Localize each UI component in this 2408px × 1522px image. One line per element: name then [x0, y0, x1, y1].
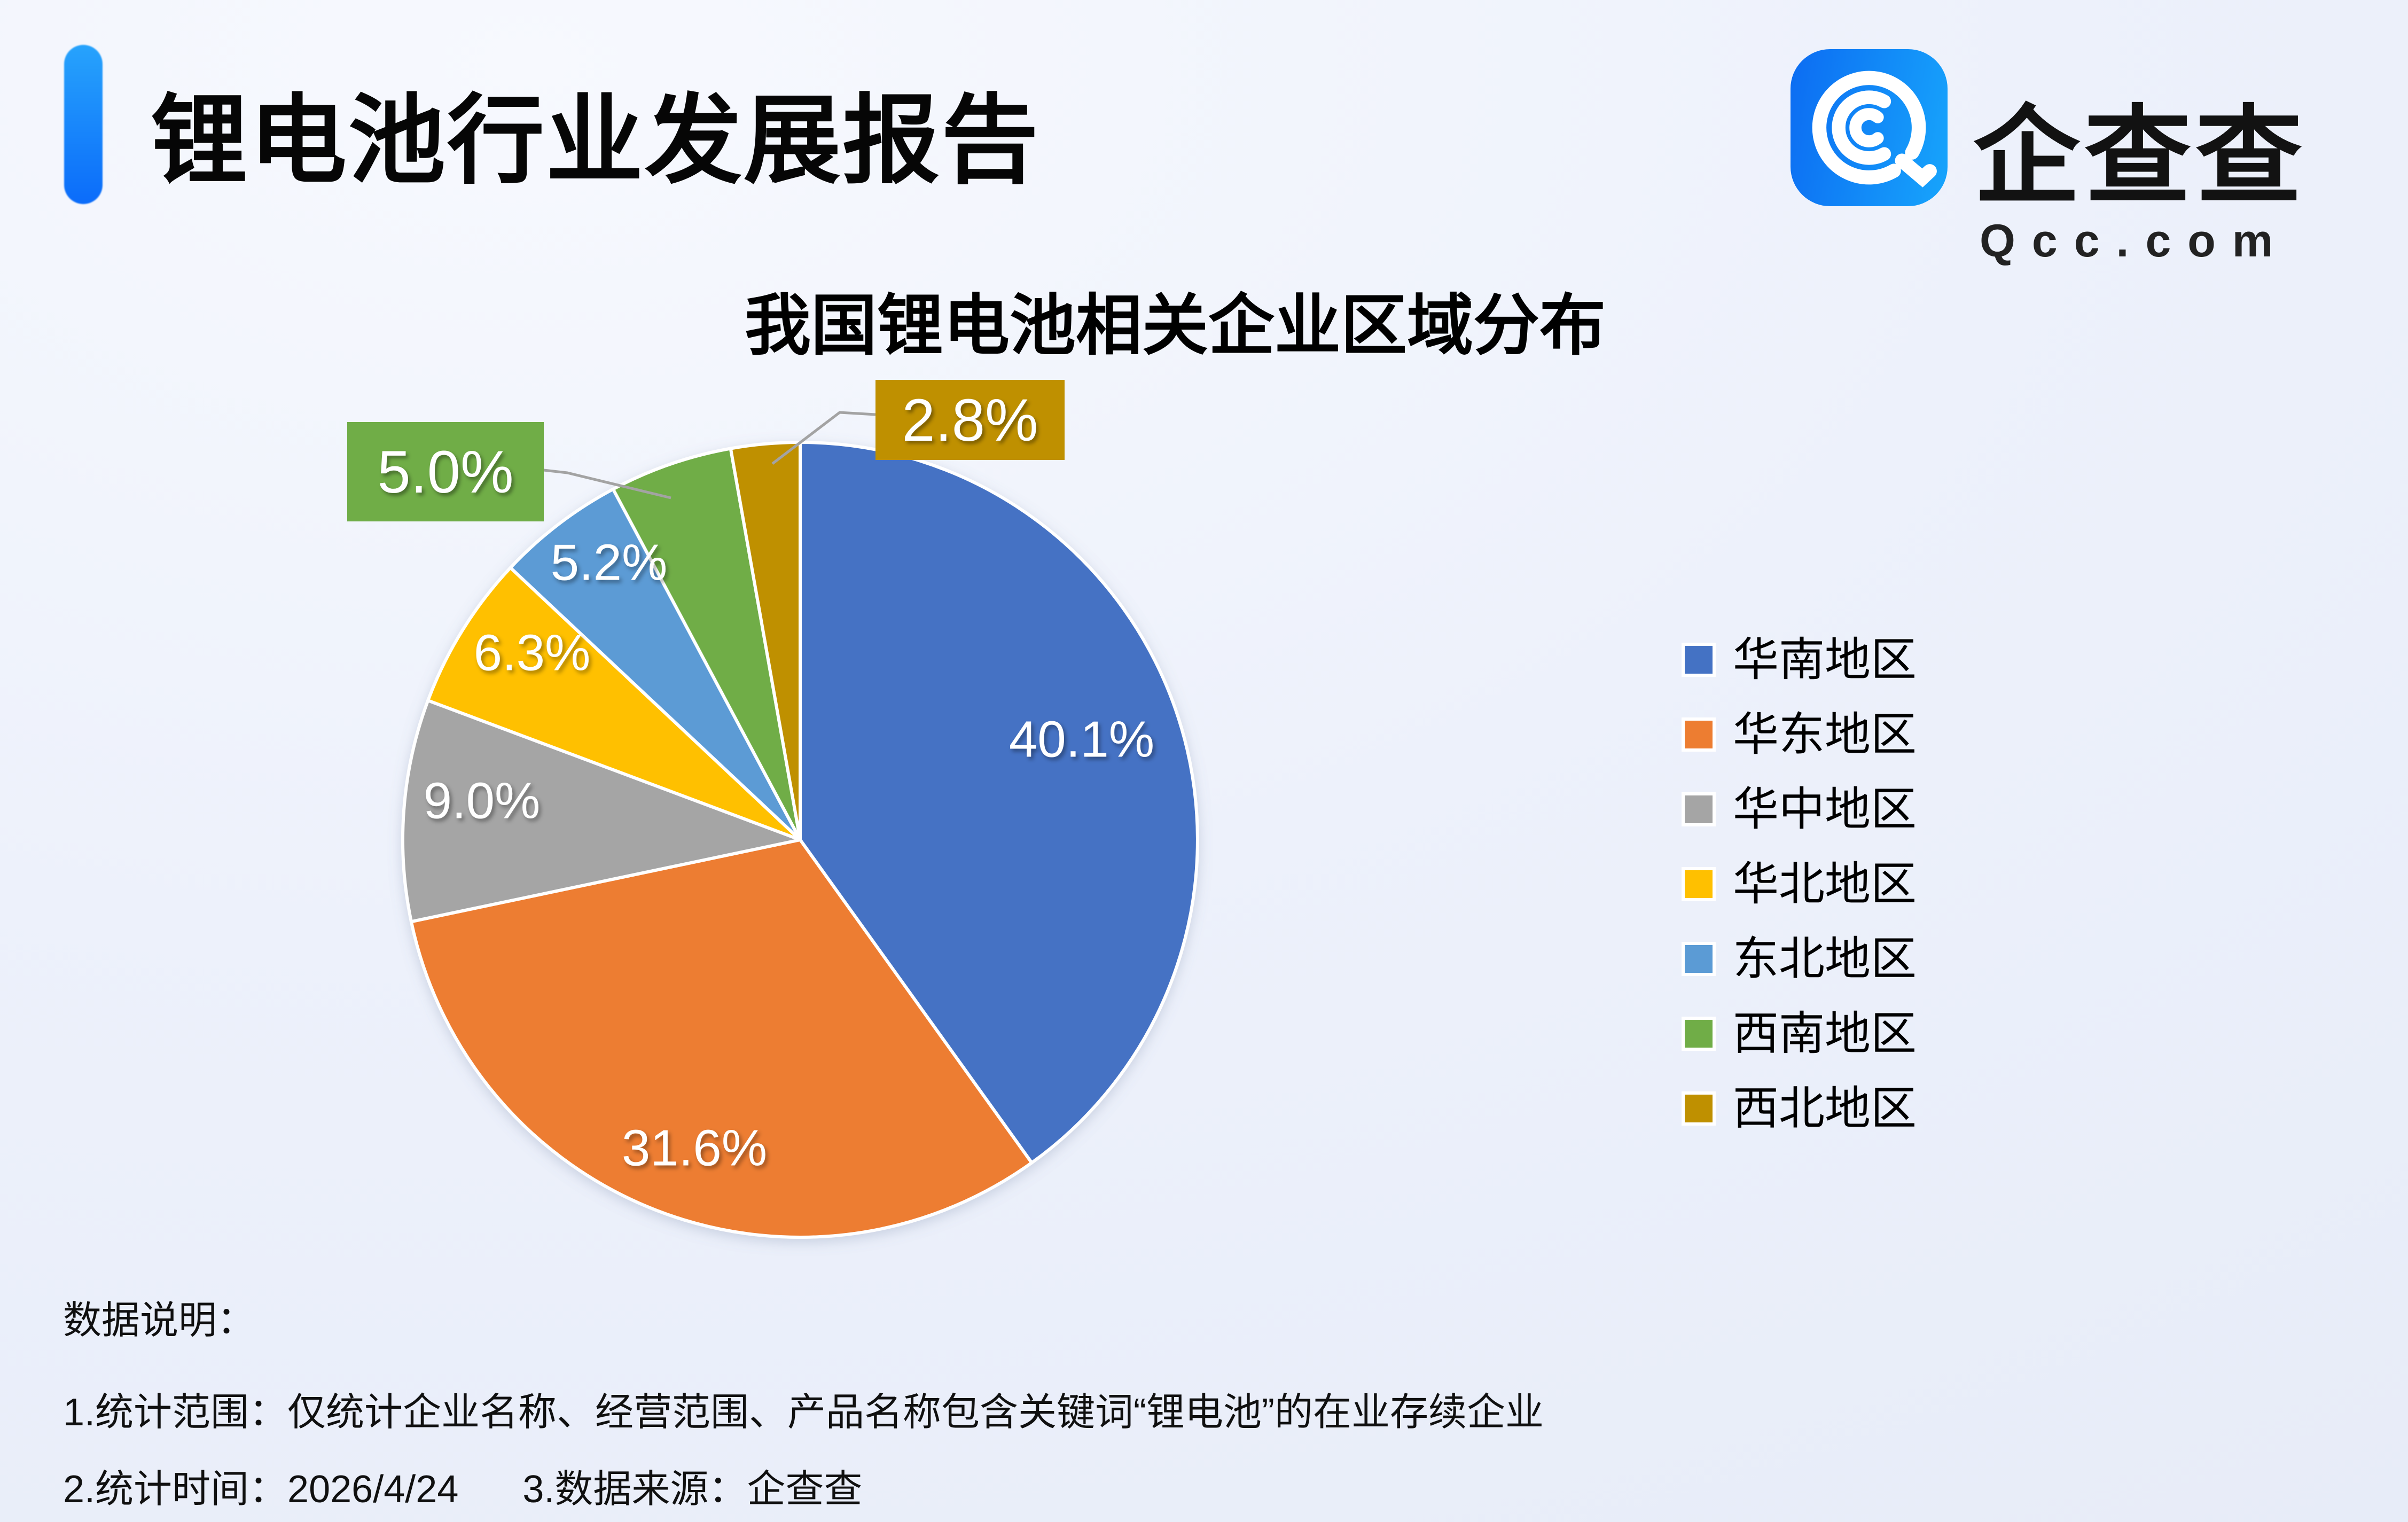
legend: 华南地区华东地区华中地区华北地区东北地区西南地区西北地区 [1682, 635, 1917, 1158]
legend-label: 华中地区 [1733, 784, 1917, 835]
legend-swatch-icon [1682, 1017, 1716, 1051]
legend-item-西南地区: 西南地区 [1682, 1009, 1917, 1059]
qcc-concentric-c-magnifier-icon [1812, 71, 1937, 188]
pie-callout-西北地区: 2.8% [875, 380, 1065, 460]
pie-slices-group [401, 441, 1199, 1239]
legend-label: 西南地区 [1733, 1008, 1917, 1059]
legend-label: 华东地区 [1733, 709, 1917, 760]
pie-leader-lines [543, 411, 876, 499]
pie-slice-西南地区 [611, 447, 802, 841]
footer-heading: 数据说明： [63, 1299, 256, 1342]
pie-label-华北地区: 6.3% [474, 625, 591, 682]
legend-item-华南地区: 华南地区 [1682, 635, 1917, 685]
legend-item-华北地区: 华北地区 [1682, 859, 1917, 909]
legend-label: 华北地区 [1733, 858, 1917, 910]
qcc-logo-icon [1791, 49, 1948, 206]
legend-swatch-icon [1682, 792, 1716, 826]
legend-swatch-icon [1682, 942, 1716, 976]
pie-label-华中地区: 9.0% [424, 772, 541, 830]
legend-item-西北地区: 西北地区 [1682, 1083, 1917, 1134]
qcc-brand-name: 企查查 [1973, 97, 2307, 216]
footer-note-row: 2.统计时间：2026/4/24 3.数据来源：企查查 [63, 1457, 862, 1513]
pie-slice-华中地区 [401, 699, 802, 924]
legend-label: 西北地区 [1733, 1083, 1917, 1134]
chart-title: 我国锂电池相关企业区域分布 [744, 289, 1606, 363]
pie-label-华南地区: 40.1% [1009, 711, 1154, 768]
footer-note-time: 2.统计时间：2026/4/24 [63, 1468, 459, 1511]
footer-note-scope: 1.统计范围：仅统计企业名称、经营范围、产品名称包含关键词“锂电池”的在业存续企… [63, 1391, 1544, 1434]
footer-note-source: 3.数据来源：企查查 [522, 1468, 863, 1511]
pie-data-labels: 40.1% 31.6% 9.0% 6.3% 5.2% [424, 534, 1155, 1177]
legend-label: 华南地区 [1733, 634, 1917, 685]
pie-slice-华北地区 [426, 566, 802, 841]
leader-line-西南地区 [543, 469, 671, 499]
pie-slice-华南地区 [799, 441, 1199, 1165]
pie-label-东北地区: 5.2% [551, 534, 668, 591]
pie-slice-华东地区 [409, 838, 1034, 1239]
legend-swatch-icon [1682, 867, 1716, 901]
legend-item-华中地区: 华中地区 [1682, 784, 1917, 834]
pie-slice-东北地区 [509, 487, 802, 841]
pie-callout-label: 2.8% [902, 386, 1038, 454]
page-title: 锂电池行业发展报告 [151, 86, 1040, 195]
legend-label: 东北地区 [1733, 933, 1917, 985]
legend-swatch-icon [1682, 717, 1716, 752]
pie-label-华东地区: 31.6% [622, 1120, 767, 1177]
pie-callout-label: 5.0% [377, 438, 514, 505]
title-accent-bar [64, 45, 103, 204]
leader-line-西北地区 [771, 411, 876, 465]
legend-item-东北地区: 东北地区 [1682, 934, 1917, 984]
qcc-domain: Qcc.com [1980, 215, 2290, 267]
legend-item-华东地区: 华东地区 [1682, 709, 1917, 760]
legend-swatch-icon [1682, 643, 1716, 677]
legend-swatch-icon [1682, 1091, 1716, 1126]
pie-callout-西南地区: 5.0% [347, 422, 544, 521]
